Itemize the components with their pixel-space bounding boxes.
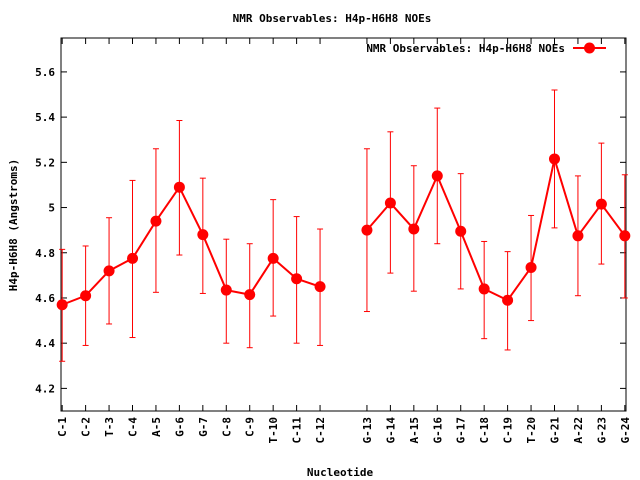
- x-tick-label: C-2: [80, 417, 93, 437]
- data-point: [80, 290, 92, 302]
- x-tick-label: A-15: [408, 417, 421, 444]
- x-tick-label: A-22: [572, 417, 585, 444]
- data-point: [220, 284, 232, 296]
- data-point: [361, 224, 373, 236]
- data-point: [525, 261, 537, 273]
- legend-label: NMR Observables: H4p-H6H8 NOEs: [366, 42, 565, 55]
- data-point: [173, 181, 185, 193]
- data-point: [291, 273, 303, 285]
- data-point: [408, 223, 420, 235]
- data-point: [267, 252, 279, 264]
- x-tick-label: C-9: [244, 417, 257, 437]
- error-bars: [59, 89, 628, 362]
- data-point: [127, 252, 139, 264]
- x-tick-label: C-19: [502, 417, 515, 444]
- x-tick-label: T-20: [525, 417, 538, 444]
- y-axis-label: H4p-H6H8 (Angstroms): [7, 159, 20, 291]
- y-tick-label: 5.4: [35, 111, 55, 124]
- x-tick-label: T-10: [267, 417, 280, 444]
- data-point: [502, 294, 514, 306]
- x-axis: C-1 C-2 T-3 C-4 A-5 G-6 G-7 C-8 C-9 T-10 C-11 C-12 G…: [56, 38, 632, 444]
- data-point: [572, 230, 584, 242]
- x-tick-label: G-14: [384, 417, 397, 444]
- y-tick-label: 5.6: [35, 66, 55, 79]
- y-tick-label: 4.2: [35, 382, 55, 395]
- legend-swatch-marker: [584, 42, 595, 54]
- data-point: [431, 170, 443, 182]
- x-axis-label: Nucleotide: [307, 466, 374, 479]
- data-point: [103, 265, 115, 277]
- x-tick-label: C-18: [478, 417, 491, 444]
- y-tick-label: 5: [48, 202, 55, 215]
- data-points: [56, 153, 631, 311]
- data-point: [595, 198, 607, 210]
- data-point: [548, 153, 560, 165]
- data-point: [314, 281, 326, 293]
- x-tick-label: C-11: [291, 417, 304, 444]
- data-point: [455, 225, 467, 237]
- x-tick-label: C-8: [220, 417, 233, 437]
- chart-title: NMR Observables: H4p-H6H8 NOEs: [233, 12, 432, 25]
- y-tick-label: 5.2: [35, 156, 55, 169]
- y-tick-label: 4.8: [35, 247, 55, 260]
- y-tick-label: 4.6: [35, 292, 55, 305]
- x-tick-label: T-3: [103, 417, 116, 437]
- x-tick-label: C-1: [56, 417, 69, 437]
- y-tick-label: 4.4: [35, 337, 55, 350]
- y-axis: 4.2 4.4 4.6 4.8 5 5.2 5.4 5.6: [35, 66, 626, 395]
- data-point: [56, 299, 68, 311]
- series-line: [366, 154, 626, 302]
- data-point: [197, 229, 209, 241]
- x-tick-label: G-24: [619, 417, 632, 444]
- legend: NMR Observables: H4p-H6H8 NOEs: [366, 42, 606, 55]
- x-tick-label: G-21: [548, 417, 561, 444]
- x-tick-label: G-17: [455, 417, 468, 444]
- data-point: [384, 197, 396, 209]
- series-line: [61, 185, 321, 306]
- data-point: [244, 289, 256, 301]
- plot-frame: [60, 37, 627, 412]
- x-tick-label: G-6: [173, 417, 186, 437]
- x-tick-label: G-13: [361, 417, 374, 444]
- x-tick-label: C-4: [127, 417, 140, 437]
- x-tick-label: G-16: [431, 417, 444, 444]
- x-tick-label: G-23: [595, 417, 608, 444]
- data-point: [619, 230, 631, 242]
- data-point: [478, 283, 490, 295]
- series-lines: [61, 154, 626, 306]
- x-tick-label: G-7: [197, 417, 210, 437]
- x-tick-label: A-5: [150, 417, 163, 437]
- x-tick-label: C-12: [314, 417, 327, 444]
- data-point: [150, 215, 162, 227]
